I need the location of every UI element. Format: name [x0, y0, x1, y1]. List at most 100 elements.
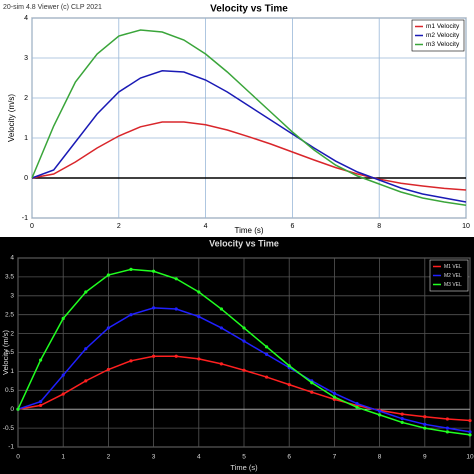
legend-label: M2 VEL [444, 273, 462, 279]
series-marker [423, 422, 427, 426]
y-tick-label: 0.5 [5, 387, 14, 394]
y-tick-label: -1 [22, 215, 28, 222]
y-tick-label: 4 [24, 15, 28, 22]
series-marker [129, 267, 133, 271]
x-tick-label: 1 [61, 454, 65, 461]
series-marker [468, 418, 472, 423]
series-marker [39, 400, 43, 404]
series-marker [174, 354, 178, 358]
x-tick-label: 8 [378, 454, 382, 461]
series-marker [468, 433, 472, 437]
y-tick-label: 2.5 [5, 311, 14, 318]
series-marker [39, 403, 43, 408]
series-marker [152, 354, 156, 358]
y-axis-label: Velocity (m/s) [7, 94, 16, 142]
series-marker [355, 405, 359, 409]
series-marker [39, 358, 43, 362]
series-marker [129, 313, 133, 317]
series-marker [265, 352, 269, 356]
series-marker [197, 314, 201, 319]
series-marker [242, 339, 246, 343]
series-marker [287, 383, 291, 387]
x-tick-label: 0 [16, 454, 20, 461]
x-tick-label: 5 [242, 454, 246, 461]
y-tick-label: 1.5 [5, 349, 14, 356]
series-marker [400, 417, 404, 421]
y-tick-label: 2 [10, 330, 14, 337]
series-marker [61, 392, 65, 396]
series-marker [332, 391, 336, 395]
y-tick-label: 0 [10, 406, 14, 413]
series-marker [378, 409, 382, 413]
series-marker [242, 368, 246, 372]
x-tick-label: 0 [30, 223, 34, 230]
series-marker [152, 269, 156, 273]
series-marker [197, 290, 201, 294]
legend-label: m3 Velocity [426, 41, 460, 48]
y-tick-label: 2 [24, 95, 28, 102]
series-marker [265, 375, 269, 379]
y-tick-label: 0 [24, 175, 28, 182]
series-marker [219, 307, 223, 311]
x-tick-label: 2 [107, 454, 111, 461]
x-axis-label: Time (s) [234, 226, 263, 235]
x-tick-label: 2 [117, 223, 121, 230]
series-marker [445, 426, 449, 430]
y-tick-label: 3.5 [5, 274, 14, 281]
legend-label: M3 VEL [444, 282, 462, 288]
y-tick-label: -1 [8, 444, 14, 451]
series-marker [174, 307, 178, 311]
series-marker [423, 415, 427, 419]
x-axis-label: Time (s) [230, 463, 258, 472]
series-marker [84, 379, 88, 383]
x-tick-label: 10 [466, 454, 474, 461]
series-marker [219, 362, 223, 366]
series-marker [287, 364, 291, 368]
y-tick-label: 1 [24, 135, 28, 142]
chart-title: Velocity vs Time [209, 238, 279, 248]
y-tick-label: 3 [10, 293, 14, 300]
legend-label: m1 Velocity [426, 23, 460, 30]
x-tick-label: 9 [423, 454, 427, 461]
series-marker [61, 316, 65, 321]
x-tick-label: 8 [377, 223, 381, 230]
series-marker [174, 277, 178, 281]
x-tick-label: 7 [333, 454, 337, 461]
legend-label: M1 VEL [444, 264, 462, 270]
series-line [31, 70, 467, 203]
series-marker [310, 381, 314, 385]
series-marker [242, 326, 246, 330]
series-marker [84, 347, 88, 351]
legend-label: m2 Velocity [426, 32, 460, 39]
x-tick-label: 6 [290, 223, 294, 230]
x-tick-label: 6 [287, 454, 291, 461]
x-tick-label: 10 [462, 223, 470, 230]
series-marker [219, 326, 223, 330]
series-marker [310, 390, 314, 394]
series-marker [445, 417, 449, 421]
y-tick-label: 4 [10, 255, 14, 262]
series-marker [332, 395, 336, 399]
viewer-label: 20-sim 4.8 Viewer (c) CLP 2021 [3, 4, 102, 11]
series-marker [400, 420, 404, 425]
series-line [31, 29, 467, 206]
x-tick-label: 4 [204, 223, 208, 230]
y-tick-label: -0.5 [3, 425, 15, 432]
series-marker [445, 430, 449, 434]
series-marker [468, 430, 472, 434]
series-marker [106, 326, 110, 330]
series-marker [84, 290, 88, 294]
x-tick-label: 4 [197, 454, 201, 461]
y-tick-label: 1 [10, 368, 14, 375]
series-line [31, 121, 467, 191]
chart-title: Velocity vs Time [210, 4, 288, 15]
series-marker [106, 367, 110, 372]
series-marker [355, 401, 359, 406]
series-marker [265, 345, 269, 349]
series-marker [106, 273, 110, 277]
series-marker [61, 373, 65, 377]
series-marker [16, 407, 20, 411]
series-marker [378, 413, 382, 417]
series-marker [129, 359, 133, 363]
